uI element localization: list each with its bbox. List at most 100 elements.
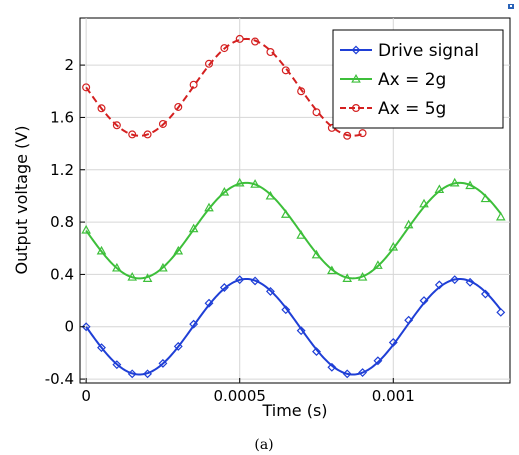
legend-item: Drive signal (340, 41, 479, 61)
data-point (204, 298, 214, 308)
legend-marker (351, 73, 361, 83)
data-point (251, 37, 260, 46)
grid (80, 18, 510, 383)
legend-marker (351, 45, 361, 55)
data-point (97, 104, 106, 113)
data-point (81, 224, 91, 234)
data-point (297, 87, 306, 96)
data-point (388, 337, 398, 347)
data-point (127, 271, 138, 281)
data-point (81, 322, 91, 332)
data-point (342, 273, 353, 282)
data-point (127, 369, 137, 379)
data-point (158, 358, 168, 368)
axis-ticks: 0 0.0005 0.001 -0.4 0 0.4 0.8 1.2 1.6 2 (45, 56, 415, 405)
data-point (373, 356, 383, 366)
data-point (449, 177, 460, 187)
data-point (235, 34, 244, 43)
legend-marker (352, 103, 361, 112)
data-point (312, 108, 321, 117)
data-point (403, 219, 414, 229)
data-point (342, 369, 352, 379)
data-point (357, 271, 368, 281)
data-point (112, 121, 121, 130)
data-point (173, 341, 183, 351)
data-point (112, 360, 122, 370)
legend: Drive signal Ax = 2g Ax = 5g (332, 29, 504, 129)
data-point (173, 245, 184, 255)
data-point (96, 245, 107, 255)
legend-item: Ax = 2g (340, 70, 446, 90)
data-point (128, 130, 137, 139)
data-point (358, 129, 367, 138)
data-point (281, 305, 291, 315)
data-point (480, 193, 491, 203)
data-point (189, 319, 199, 329)
data-point (311, 249, 322, 259)
data-point (327, 362, 337, 372)
figure-caption: (a) (254, 437, 273, 453)
x-tick-label: 0.001 (372, 387, 415, 405)
data-point (465, 277, 475, 287)
series-1 (81, 275, 506, 379)
y-tick-label: -0.4 (45, 370, 74, 388)
data-point (220, 44, 229, 53)
data-point (143, 130, 152, 139)
data-point (465, 180, 475, 190)
legend-item: Ax = 5g (340, 99, 446, 119)
data-point (250, 179, 260, 188)
data-point (419, 296, 429, 306)
data-point (219, 283, 229, 292)
series-2 (81, 177, 506, 282)
y-tick-label: 0.8 (50, 213, 74, 231)
data-point (280, 209, 291, 218)
data-point (495, 211, 506, 221)
data-point (174, 102, 183, 111)
x-axis-title: Time (s) (261, 401, 327, 420)
data-point (281, 66, 290, 75)
data-point (143, 369, 153, 379)
data-point (250, 276, 260, 286)
y-tick-label: 1.6 (50, 108, 74, 126)
y-tick-label: 1.2 (50, 161, 74, 179)
legend-label: Drive signal (378, 41, 479, 61)
legend-label: Ax = 5g (378, 99, 446, 119)
x-tick-label: 0 (81, 387, 91, 405)
data-point (404, 315, 414, 325)
data-point (158, 262, 168, 272)
data-point (434, 184, 445, 194)
data-point (235, 275, 245, 285)
data-point (234, 177, 245, 187)
data-point (82, 83, 91, 92)
data-point (265, 286, 275, 296)
data-point (296, 326, 306, 336)
data-point (112, 262, 122, 272)
data-point (358, 368, 368, 377)
data-point (343, 131, 352, 140)
data-point (189, 80, 198, 89)
data-point (204, 202, 214, 212)
series-line (85, 37, 363, 137)
data-point (434, 280, 444, 290)
y-axis-title: Output voltage (V) (12, 126, 31, 275)
data-point (205, 59, 214, 68)
data-point (142, 273, 153, 282)
data-point (296, 230, 306, 239)
data-point (158, 119, 167, 128)
data-point (419, 198, 429, 208)
series-layer (81, 34, 506, 379)
legend-label: Ax = 2g (378, 70, 446, 90)
corner-icon (508, 4, 514, 9)
data-point (219, 186, 230, 196)
data-point (97, 343, 106, 353)
data-point (373, 260, 383, 269)
series-line (85, 277, 502, 376)
y-tick-label: 0 (64, 318, 74, 336)
x-tick-label: 0.0005 (213, 387, 266, 405)
data-point (496, 307, 506, 317)
data-point (266, 48, 275, 57)
data-point (450, 275, 460, 285)
data-point (265, 190, 276, 200)
y-tick-label: 2 (64, 56, 74, 74)
y-tick-label: 0.4 (50, 265, 74, 283)
